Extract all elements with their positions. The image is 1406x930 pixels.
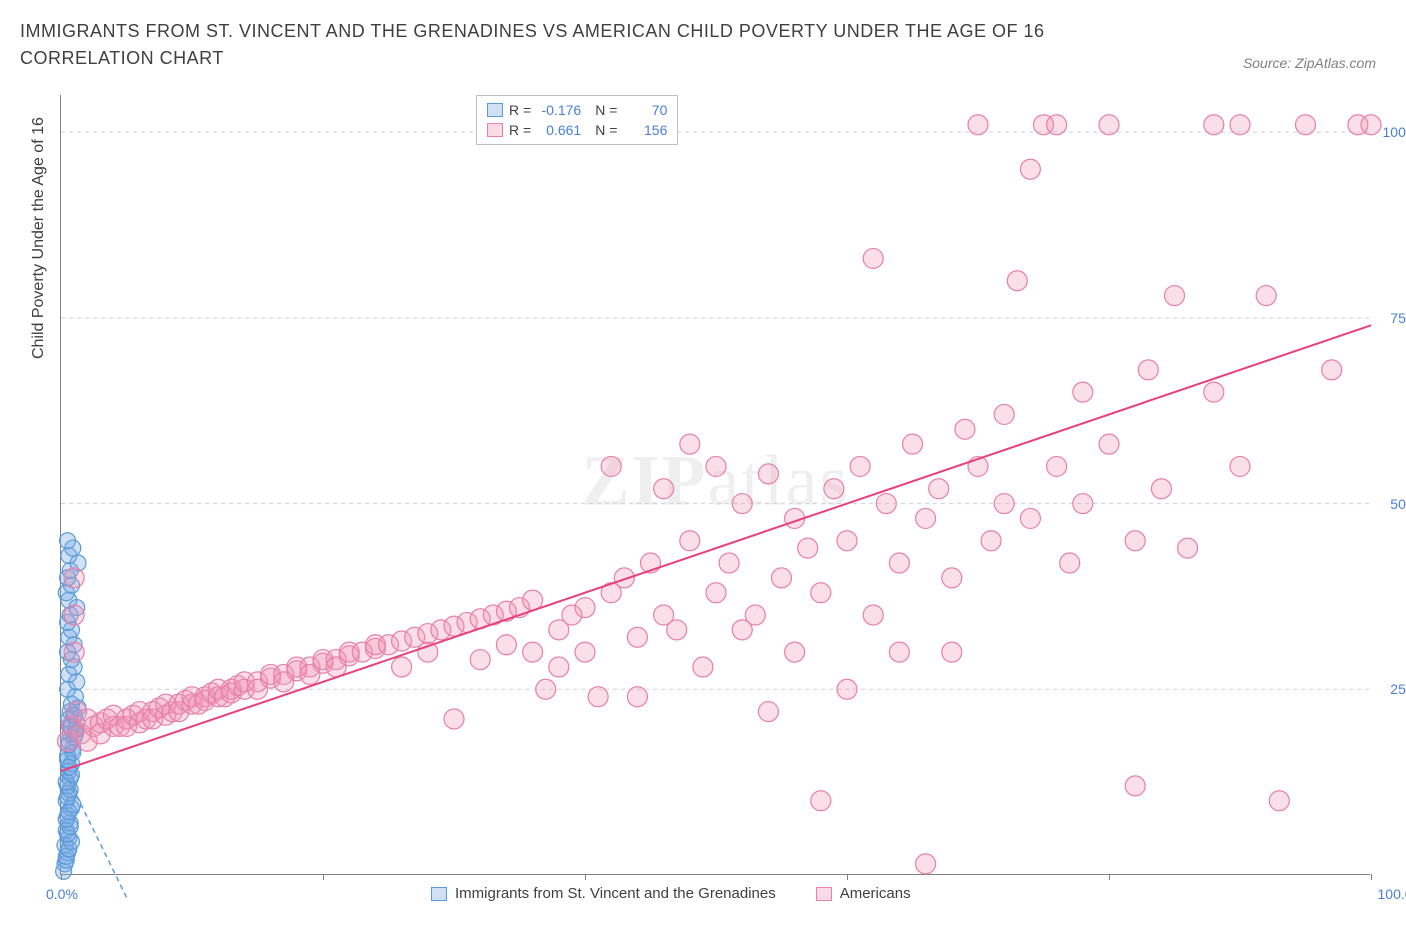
x-tick [585,874,586,880]
series-legend-item: Americans [816,885,911,902]
chart-title: IMMIGRANTS FROM ST. VINCENT AND THE GREN… [20,18,1120,72]
legend-swatch [487,103,503,117]
y-tick-label: 100.0% [1375,124,1406,140]
y-tick-label: 50.0% [1375,496,1406,512]
trend-line-americans [61,325,1371,771]
x-axis-min-label: 0.0% [46,886,78,902]
correlation-legend: R = -0.176 N = 70 R = 0.661 N = 156 [476,95,678,145]
legend-r-label: R = [509,122,531,138]
legend-n-value: 70 [623,102,667,118]
legend-r-label: R = [509,102,531,118]
series-legend: Immigrants from St. Vincent and the Gren… [431,885,911,902]
series-legend-label: Americans [840,885,911,902]
chart-container: IMMIGRANTS FROM ST. VINCENT AND THE GREN… [0,0,1406,930]
legend-r-value: -0.176 [537,102,581,118]
source-label: Source: [1243,55,1295,71]
x-tick [1371,874,1372,880]
y-axis-title: Child Poverty Under the Age of 16 [30,117,48,359]
x-axis-max-label: 100.0% [1378,886,1406,902]
legend-swatch [816,887,832,901]
legend-swatch [487,123,503,137]
y-tick-label: 75.0% [1375,310,1406,326]
trend-line-immigrants [61,764,127,898]
legend-swatch [431,887,447,901]
plot-area: ZIPatlas R = -0.176 N = 70 R = 0.661 N =… [60,95,1370,875]
source-name: ZipAtlas.com [1295,55,1376,71]
legend-n-label: N = [595,102,617,118]
legend-n-label: N = [595,122,617,138]
y-tick-label: 25.0% [1375,681,1406,697]
trend-lines-layer [61,95,1370,874]
series-legend-item: Immigrants from St. Vincent and the Gren… [431,885,776,902]
legend-row: R = 0.661 N = 156 [487,120,667,140]
series-legend-label: Immigrants from St. Vincent and the Gren… [455,885,776,902]
x-tick [1109,874,1110,880]
x-tick [323,874,324,880]
source-attribution: Source: ZipAtlas.com [1243,55,1376,71]
legend-n-value: 156 [623,122,667,138]
legend-row: R = -0.176 N = 70 [487,100,667,120]
legend-r-value: 0.661 [537,122,581,138]
x-tick [61,874,62,880]
x-tick [847,874,848,880]
